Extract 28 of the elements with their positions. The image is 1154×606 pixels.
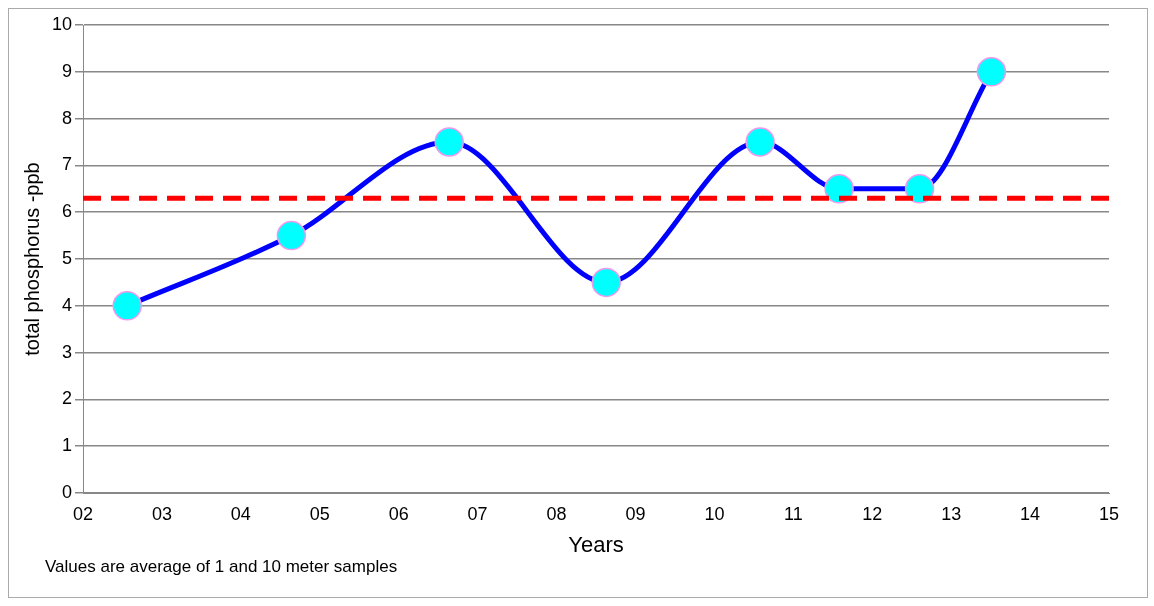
x-tick-label: 13 bbox=[941, 503, 962, 524]
x-tick-label: 04 bbox=[230, 503, 251, 524]
x-tick-label: 07 bbox=[467, 503, 488, 524]
x-tick-label: 03 bbox=[151, 503, 172, 524]
x-tick-label: 05 bbox=[309, 503, 330, 524]
x-tick-label: 15 bbox=[1098, 503, 1120, 524]
text: Values are average of 1 and 10 meter samples bbox=[45, 557, 398, 577]
y-tick-label: 9 bbox=[62, 60, 73, 81]
x-tick-label: 14 bbox=[1020, 503, 1041, 524]
x-tick-label: 06 bbox=[388, 503, 409, 524]
x-tick-label: 08 bbox=[546, 503, 567, 524]
x-axis-title: Years bbox=[568, 531, 624, 557]
x-tick-label: 02 bbox=[73, 503, 94, 524]
y-tick-label: 5 bbox=[62, 247, 73, 268]
y-tick-label: 4 bbox=[62, 294, 73, 315]
x-tick-label: 10 bbox=[704, 503, 725, 524]
y-tick-label: 1 bbox=[62, 435, 73, 456]
y-tick-label: 6 bbox=[62, 201, 73, 222]
y-tick-label: 2 bbox=[62, 388, 73, 409]
y-tick-label: 3 bbox=[62, 341, 73, 362]
y-axis-title: total phosphorus -ppb bbox=[20, 162, 43, 356]
y-tick-label: 10 bbox=[51, 13, 73, 34]
y-tick-label: 0 bbox=[62, 481, 73, 502]
x-tick-label: 11 bbox=[783, 503, 803, 524]
x-tick-label: 09 bbox=[625, 503, 646, 524]
y-tick-label: 7 bbox=[62, 154, 73, 175]
x-tick-label: 12 bbox=[862, 503, 883, 524]
y-tick-label: 8 bbox=[62, 107, 73, 128]
